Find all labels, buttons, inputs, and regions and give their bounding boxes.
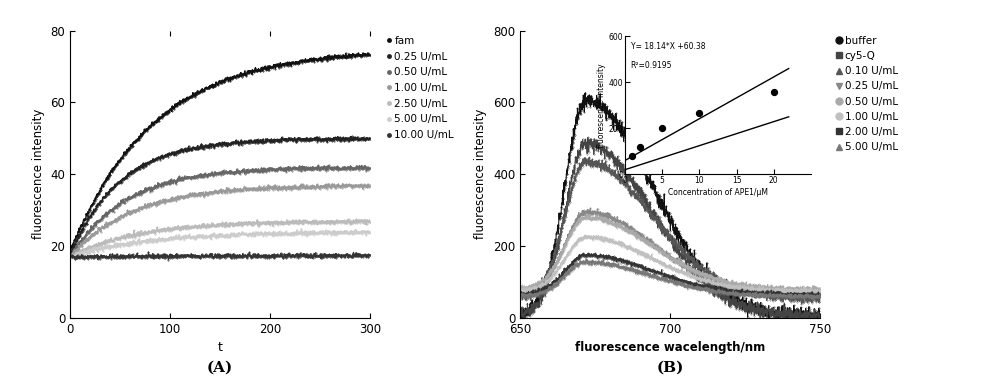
X-axis label: t: t [218,341,222,354]
Y-axis label: fluorescence intensity: fluorescence intensity [32,109,45,239]
X-axis label: fluorescence wacelength/nm: fluorescence wacelength/nm [575,341,765,354]
Text: (A): (A) [207,360,233,375]
Legend: fam, 0.25 U/mL, 0.50 U/mL, 1.00 U/mL, 2.50 U/mL, 5.00 U/mL, 10.00 U/mL: fam, 0.25 U/mL, 0.50 U/mL, 1.00 U/mL, 2.… [387,36,454,140]
Y-axis label: fluorescence intensity: fluorescence intensity [474,109,487,239]
Text: (B): (B) [656,360,684,375]
Legend: buffer, cy5-Q, 0.10 U/mL, 0.25 U/mL, 0.50 U/mL, 1.00 U/mL, 2.00 U/mL, 5.00 U/mL: buffer, cy5-Q, 0.10 U/mL, 0.25 U/mL, 0.5… [837,36,898,152]
